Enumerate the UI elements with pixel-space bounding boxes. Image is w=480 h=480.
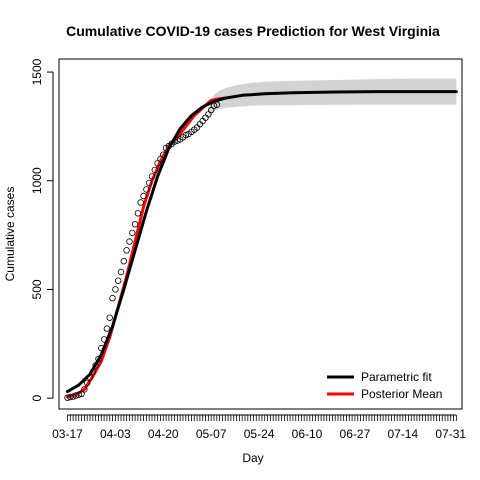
observed-point (106, 314, 113, 321)
observed-point (134, 210, 142, 217)
x-tick-label: 04-03 (100, 427, 131, 441)
legend-label: Posterior Mean (361, 387, 442, 401)
y-tick-label: 1000 (30, 167, 44, 194)
x-tick-label: 05-24 (244, 427, 275, 441)
observed-point (81, 386, 88, 393)
observed-point (100, 336, 108, 343)
y-tick-label: 0 (30, 394, 44, 401)
observed-point (120, 258, 127, 265)
x-tick-label: 04-20 (148, 427, 179, 441)
series-line-parametric-fit (66, 90, 458, 394)
observed-point (75, 391, 82, 398)
observed-point (114, 277, 122, 284)
observed-point (145, 179, 153, 187)
observed-point (95, 355, 102, 363)
observed-point (129, 229, 136, 237)
y-axis: 0 500 1000 1500 (30, 58, 54, 401)
x-tick-label: 06-27 (340, 427, 371, 441)
observed-point (72, 392, 80, 399)
x-tick-label: 05-07 (196, 427, 227, 441)
observed-point (151, 166, 158, 174)
plot-frame (58, 58, 463, 410)
observed-point (103, 325, 111, 332)
observed-point (210, 102, 218, 109)
observed-point (137, 199, 144, 206)
x-tick-label: 03-17 (52, 427, 83, 441)
observed-point (83, 379, 91, 387)
observed-point (148, 173, 156, 180)
x-tick-label: 06-10 (292, 427, 323, 441)
observed-point (69, 393, 77, 400)
series-line-layer (66, 90, 458, 399)
observed-point (92, 362, 99, 369)
confidence-band-layer (208, 78, 457, 118)
x-axis: 03-17 04-03 04-20 05-07 05-24 06-10 06-27 07-14… (52, 414, 466, 441)
observed-point (213, 101, 220, 108)
x-tick-label: 07-14 (387, 427, 418, 441)
observed-point (86, 374, 94, 381)
observed-point (140, 192, 147, 200)
observed-point (131, 220, 139, 228)
y-tick-label: 500 (30, 279, 44, 299)
chart-title: Cumulative COVID-19 cases Prediction for… (66, 23, 440, 39)
y-axis-label: Cumulative cases (3, 187, 17, 282)
observed-point (78, 390, 85, 397)
legend-label: Parametric fit (361, 370, 432, 384)
prediction-band (208, 78, 457, 118)
observed-point (160, 151, 167, 158)
observed-points-layer (64, 101, 220, 401)
series-line-posterior-mean (66, 96, 227, 399)
observed-point (126, 238, 133, 245)
observed-point (182, 131, 189, 139)
observed-point (123, 247, 130, 254)
x-tick-label: 07-31 (435, 427, 466, 441)
legend: Parametric fit Posterior Mean (327, 370, 442, 401)
x-axis-label: Day (242, 451, 263, 465)
observed-point (109, 294, 116, 302)
observed-point (154, 160, 161, 167)
observed-point (143, 186, 150, 193)
observed-point (89, 368, 96, 376)
y-tick-label: 1500 (30, 58, 44, 85)
observed-point (174, 137, 181, 144)
observed-point (112, 286, 119, 293)
observed-point (117, 268, 125, 276)
observed-point (98, 344, 105, 352)
observed-point (171, 138, 178, 145)
observed-point (207, 106, 215, 114)
